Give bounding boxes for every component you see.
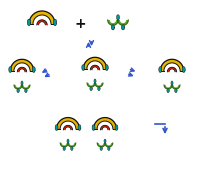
Polygon shape <box>83 57 107 69</box>
Polygon shape <box>55 125 58 130</box>
Polygon shape <box>87 83 95 87</box>
Polygon shape <box>111 25 115 30</box>
Polygon shape <box>60 143 68 147</box>
Polygon shape <box>53 19 57 26</box>
Polygon shape <box>171 81 173 85</box>
Polygon shape <box>98 87 100 91</box>
Polygon shape <box>105 65 108 70</box>
Polygon shape <box>78 125 81 130</box>
Polygon shape <box>105 143 113 147</box>
Polygon shape <box>100 147 102 150</box>
Polygon shape <box>115 125 118 130</box>
Polygon shape <box>108 147 110 150</box>
Polygon shape <box>63 147 66 150</box>
Polygon shape <box>25 89 27 93</box>
Polygon shape <box>104 139 106 143</box>
Polygon shape <box>175 89 177 93</box>
Polygon shape <box>95 83 103 87</box>
Polygon shape <box>57 118 80 129</box>
Polygon shape <box>29 11 55 24</box>
Polygon shape <box>90 87 92 91</box>
Text: +: + <box>74 17 86 31</box>
Polygon shape <box>21 81 23 85</box>
Polygon shape <box>22 85 30 89</box>
Polygon shape <box>94 79 96 83</box>
Polygon shape <box>167 89 169 93</box>
Polygon shape <box>94 118 116 129</box>
Polygon shape <box>108 20 118 25</box>
Polygon shape <box>17 67 27 72</box>
Polygon shape <box>118 20 128 25</box>
Polygon shape <box>67 139 69 143</box>
Polygon shape <box>100 125 110 130</box>
Polygon shape <box>82 65 85 70</box>
Polygon shape <box>160 59 184 71</box>
Polygon shape <box>17 89 19 93</box>
Polygon shape <box>172 85 180 89</box>
Polygon shape <box>92 125 95 130</box>
Polygon shape <box>164 85 172 89</box>
Polygon shape <box>27 19 31 26</box>
Polygon shape <box>32 67 35 72</box>
Polygon shape <box>159 67 162 72</box>
Polygon shape <box>68 143 76 147</box>
Polygon shape <box>37 20 47 25</box>
Polygon shape <box>117 15 119 20</box>
Polygon shape <box>182 67 185 72</box>
Polygon shape <box>14 85 22 89</box>
Polygon shape <box>63 125 73 130</box>
Polygon shape <box>90 65 100 70</box>
Polygon shape <box>71 147 73 150</box>
Polygon shape <box>9 67 12 72</box>
Polygon shape <box>167 67 177 72</box>
Polygon shape <box>121 25 125 30</box>
Polygon shape <box>97 143 105 147</box>
Polygon shape <box>10 59 34 71</box>
